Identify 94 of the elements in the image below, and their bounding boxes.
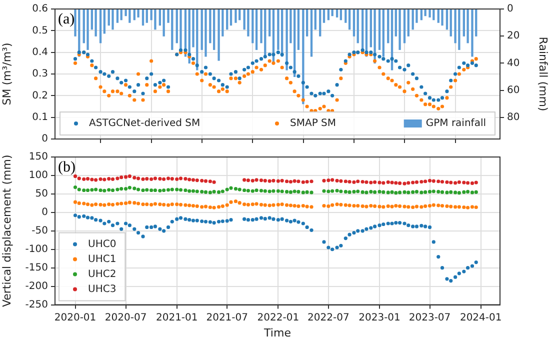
y-tick-label: 50 bbox=[35, 188, 48, 200]
bar bbox=[171, 9, 174, 50]
y-tick-label: -200 bbox=[25, 280, 48, 292]
bar bbox=[356, 9, 359, 44]
bar bbox=[286, 9, 288, 70]
bar bbox=[226, 9, 228, 30]
bar bbox=[108, 9, 110, 26]
bar bbox=[204, 9, 207, 57]
y2-axis-title: Rainfall (mm) bbox=[536, 36, 550, 112]
bar bbox=[403, 9, 406, 44]
bar bbox=[247, 9, 250, 36]
x-axis-title: Time bbox=[263, 326, 292, 340]
y-tick-label: 0.4 bbox=[32, 46, 48, 58]
y-tick-label: 100 bbox=[28, 170, 48, 182]
bar bbox=[268, 9, 271, 36]
bar bbox=[86, 9, 89, 50]
y-tick-label: -100 bbox=[25, 244, 48, 255]
x-tick-label: 2021-01 bbox=[156, 312, 198, 324]
legend-label: UHC2 bbox=[88, 268, 116, 280]
bar bbox=[446, 9, 448, 30]
x-tick-label: 2023-01 bbox=[358, 312, 400, 324]
bar bbox=[352, 9, 356, 36]
bar bbox=[218, 9, 220, 61]
x-tick-label: 2021-07 bbox=[206, 312, 248, 324]
bar bbox=[137, 9, 140, 18]
bar bbox=[255, 9, 258, 50]
x-tick-label: 2023-07 bbox=[408, 312, 451, 324]
annotation: (b) bbox=[58, 159, 76, 176]
bar bbox=[412, 9, 414, 30]
bar bbox=[471, 9, 474, 57]
bar bbox=[234, 9, 237, 23]
x-tick-label: 2022-01 bbox=[257, 312, 300, 324]
bar bbox=[424, 9, 426, 16]
x-tick-label: 2024-01 bbox=[460, 312, 502, 324]
bar bbox=[310, 9, 313, 57]
y-tick-label: 150 bbox=[28, 152, 48, 163]
x-tick-label: 2020-07 bbox=[104, 312, 147, 324]
bar bbox=[458, 9, 460, 50]
y2-tick-label: 60 bbox=[507, 84, 520, 96]
y2-tick-label: 80 bbox=[507, 112, 520, 123]
bar bbox=[348, 9, 351, 30]
bar bbox=[94, 9, 97, 36]
bar bbox=[450, 9, 452, 36]
y-tick-label: 0 bbox=[42, 134, 48, 145]
bar bbox=[103, 9, 106, 34]
y-tick-label: 0.2 bbox=[32, 90, 48, 102]
y-tick-label: 0.5 bbox=[32, 25, 48, 36]
y-tick-label: 0.6 bbox=[32, 4, 48, 15]
bar bbox=[322, 9, 326, 23]
bar bbox=[128, 9, 131, 23]
bar bbox=[162, 9, 165, 36]
bar bbox=[154, 9, 156, 30]
bar bbox=[344, 9, 347, 23]
x-tick-label: 2022-07 bbox=[308, 312, 350, 324]
y2-tick-label: 40 bbox=[507, 58, 520, 69]
bar bbox=[230, 9, 232, 26]
legend-label: SMAP SM bbox=[290, 118, 336, 130]
bar bbox=[116, 9, 119, 23]
bar bbox=[212, 9, 216, 50]
bar bbox=[387, 9, 390, 44]
bar bbox=[319, 9, 322, 36]
bar bbox=[331, 9, 334, 16]
legend-label: GPM rainfall bbox=[426, 118, 486, 130]
legend-label: ASTGCNet-derived SM bbox=[89, 118, 200, 130]
bar bbox=[297, 9, 300, 50]
bar bbox=[302, 9, 304, 104]
legend-label: UHC0 bbox=[88, 238, 116, 250]
y-tick-label: 0.3 bbox=[32, 68, 48, 80]
x-tick-label: 2020-01 bbox=[54, 312, 96, 324]
bar bbox=[407, 9, 410, 36]
bar bbox=[99, 9, 102, 44]
y2-tick-label: 20 bbox=[507, 30, 520, 42]
bar bbox=[378, 9, 381, 50]
bar bbox=[428, 9, 431, 18]
bar bbox=[441, 9, 444, 26]
bar bbox=[466, 9, 469, 44]
bar bbox=[437, 9, 440, 23]
y-tick-label: 0 bbox=[42, 207, 48, 218]
bar bbox=[142, 9, 144, 26]
y-tick-label: -150 bbox=[25, 262, 48, 274]
bar bbox=[146, 9, 148, 23]
legend-label: UHC3 bbox=[88, 284, 116, 295]
bar bbox=[112, 9, 114, 30]
legend-label: UHC1 bbox=[88, 254, 116, 265]
bar bbox=[398, 9, 401, 50]
annotation: (a) bbox=[58, 11, 75, 28]
y-tick-label: -250 bbox=[25, 299, 48, 310]
y-axis-title: Vertical displacement (mm) bbox=[0, 154, 14, 308]
bar bbox=[252, 9, 254, 44]
y-axis-title: SM (m³/m³) bbox=[0, 42, 14, 106]
y-tick-label: 0.1 bbox=[32, 112, 48, 123]
bar bbox=[314, 9, 316, 30]
y2-tick-label: 0 bbox=[507, 4, 514, 15]
y-tick-label: -50 bbox=[32, 225, 48, 236]
